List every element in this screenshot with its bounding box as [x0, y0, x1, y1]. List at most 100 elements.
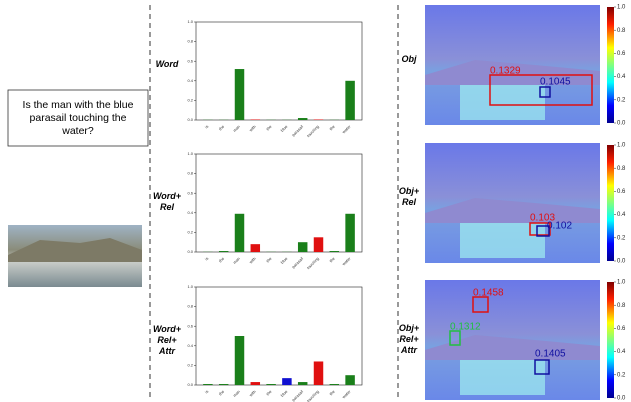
- x-tick-label: man: [232, 389, 241, 398]
- bar: [235, 69, 244, 120]
- colorbar-tick-label: 1.0: [617, 5, 626, 11]
- colorbar-tick-label: 0.4: [617, 74, 626, 80]
- bar: [345, 375, 354, 385]
- y-tick-label: 0.0: [187, 117, 193, 122]
- x-tick-label: is: [204, 124, 210, 130]
- x-tick-label: blue: [279, 388, 288, 397]
- colorbar-tick-label: 0.2: [617, 372, 626, 378]
- box-score: 0.1405: [535, 349, 566, 360]
- y-tick-label: 0.4: [187, 78, 193, 83]
- x-tick-label: the: [265, 255, 273, 263]
- row-label: Word: [156, 59, 179, 69]
- label-line: Attr: [400, 345, 417, 355]
- bar: [219, 251, 228, 252]
- x-tick-label: man: [232, 124, 241, 133]
- x-tick-label: blue: [279, 123, 288, 132]
- y-tick-label: 0.8: [187, 171, 193, 176]
- colorbar-tick-label: 0.2: [617, 235, 626, 241]
- label-line: Obj: [402, 54, 417, 64]
- colorbar-tick-label: 0.2: [617, 97, 626, 103]
- bar: [266, 384, 275, 385]
- y-tick-label: 0.8: [187, 39, 193, 44]
- label-line: Rel: [160, 202, 175, 212]
- bar: [298, 118, 307, 120]
- colorbar-tick-label: 0.8: [617, 303, 626, 309]
- bar: [251, 382, 260, 385]
- x-tick-label: man: [232, 256, 241, 265]
- x-tick-label: the: [218, 123, 226, 131]
- colorbar-tick-label: 0.0: [617, 121, 626, 127]
- label-line: Obj+: [399, 323, 420, 333]
- bar: [345, 81, 354, 120]
- x-tick-label: the: [328, 255, 336, 263]
- x-tick-label: water: [341, 123, 352, 134]
- label-line: Attr: [158, 346, 175, 356]
- y-tick-label: 0.6: [187, 190, 193, 195]
- x-tick-label: the: [265, 388, 273, 396]
- bar: [282, 378, 291, 385]
- row-label: Obj+Rel: [399, 186, 420, 207]
- bar: [314, 361, 323, 385]
- label-line: Word+: [153, 191, 182, 201]
- label-line: Rel: [402, 197, 417, 207]
- row-label: Word+Rel: [153, 191, 182, 212]
- label-line: Word+: [153, 324, 182, 334]
- box-score: 0.1312: [450, 322, 481, 333]
- y-tick-label: 1.0: [187, 19, 193, 24]
- x-tick-label: blue: [279, 255, 288, 264]
- bar: [298, 382, 307, 385]
- x-tick-label: with: [248, 389, 257, 398]
- x-tick-label: is: [204, 389, 210, 395]
- y-tick-label: 0.2: [187, 229, 193, 234]
- y-tick-label: 0.4: [187, 343, 193, 348]
- colorbar-tick-label: 0.8: [617, 166, 626, 172]
- x-tick-label: parasail: [291, 389, 305, 402]
- y-tick-label: 0.0: [187, 249, 193, 254]
- x-tick-label: the: [328, 123, 336, 131]
- bar: [203, 384, 212, 385]
- x-tick-label: the: [218, 388, 226, 396]
- box-score: 0.1458: [473, 288, 504, 299]
- y-tick-label: 0.8: [187, 304, 193, 309]
- x-tick-label: the: [218, 255, 226, 263]
- plot-frame: [196, 287, 362, 385]
- x-tick-label: touching: [306, 124, 320, 138]
- colorbar-tick-label: 0.8: [617, 28, 626, 34]
- colorbar-tick-label: 0.6: [617, 326, 626, 332]
- x-tick-label: is: [204, 256, 210, 262]
- y-tick-label: 0.0: [187, 382, 193, 387]
- colorbar-tick-label: 0.4: [617, 349, 626, 355]
- colorbar-tick-label: 0.6: [617, 189, 626, 195]
- x-tick-label: the: [328, 388, 336, 396]
- x-tick-label: with: [248, 256, 257, 265]
- attention-region: [460, 223, 545, 258]
- x-tick-label: water: [341, 388, 352, 399]
- x-tick-label: water: [341, 255, 352, 266]
- bar: [330, 251, 339, 252]
- colorbar-tick-label: 1.0: [617, 143, 626, 149]
- box-score: 0.1329: [490, 66, 521, 77]
- colorbar-tick-label: 0.6: [617, 51, 626, 57]
- colorbar-tick-label: 0.0: [617, 259, 626, 265]
- box-score: 0.1045: [540, 77, 571, 88]
- label-line: Word: [156, 59, 179, 69]
- colorbar: [607, 7, 614, 123]
- plot-frame: [196, 154, 362, 252]
- bar: [235, 214, 244, 252]
- colorbar: [607, 145, 614, 261]
- x-tick-label: parasail: [291, 256, 305, 270]
- bar: [314, 237, 323, 252]
- bar: [330, 384, 339, 385]
- y-tick-label: 0.6: [187, 323, 193, 328]
- x-tick-label: touching: [306, 389, 320, 402]
- x-tick-label: touching: [306, 256, 320, 270]
- row-label: Word+Rel+Attr: [153, 324, 182, 356]
- colorbar-tick-label: 1.0: [617, 280, 626, 286]
- y-tick-label: 0.6: [187, 58, 193, 63]
- x-tick-label: parasail: [291, 124, 305, 138]
- label-line: Rel+: [399, 334, 419, 344]
- y-tick-label: 0.2: [187, 362, 193, 367]
- colorbar: [607, 282, 614, 398]
- label-line: Rel+: [157, 335, 177, 345]
- colorbar-tick-label: 0.0: [617, 396, 626, 402]
